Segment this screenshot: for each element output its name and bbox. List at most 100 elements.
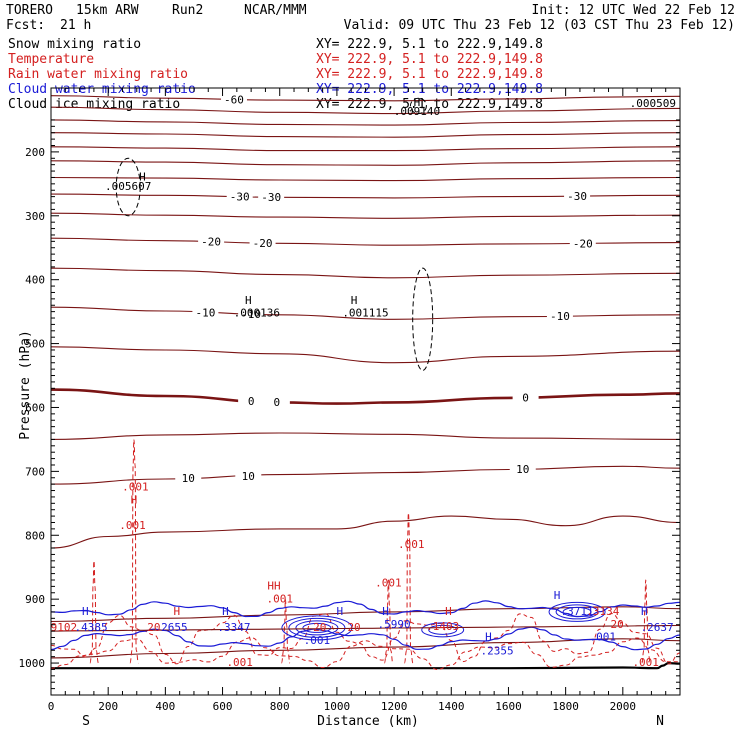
max-marker: H	[139, 171, 146, 184]
isotherm-label: -30	[261, 191, 281, 204]
isotherm-line	[50, 95, 681, 102]
isotherm-line	[50, 515, 681, 549]
legend-name-rain: Rain water mixing ratio	[8, 67, 188, 82]
y-tick-label: 700	[25, 465, 45, 478]
isotherm-line	[50, 237, 681, 246]
rain-contour	[50, 612, 681, 665]
legend-name-cloudwater: Cloud water mixing ratio	[8, 82, 196, 97]
cloud-water-label: .2355	[480, 645, 513, 658]
x-tick-label: 1600	[495, 700, 522, 713]
isotherm-label-bg	[238, 307, 265, 319]
cloud-water-contour	[555, 604, 599, 620]
cloud-water-label: .2637	[641, 621, 674, 634]
max-marker: H	[445, 605, 452, 618]
isotherm-label: 10	[516, 463, 529, 476]
max-marker: H	[382, 605, 389, 618]
isotherm-line	[50, 132, 681, 138]
x-tick-label: 800	[270, 700, 290, 713]
isotherm-line	[50, 624, 681, 632]
header-fcst-label: Fcst:	[6, 18, 45, 33]
max-marker: H	[641, 605, 648, 618]
isotherm-label: -20	[201, 236, 221, 249]
cloud-water-contour	[288, 617, 346, 638]
x-tick-label: 1200	[381, 700, 408, 713]
isotherm-label-bg	[220, 93, 247, 105]
cloud-ice-contour	[409, 97, 427, 115]
rain-contour	[641, 579, 651, 664]
max-marker: H	[222, 605, 229, 618]
legend-xy-snow: XY= 222.9, 5.1 to 222.9,149.8	[316, 37, 543, 52]
x-tick-label: 1800	[552, 700, 579, 713]
isotherm-label: 10	[182, 472, 195, 485]
max-marker: H	[351, 294, 358, 307]
max-marker: H	[173, 605, 180, 618]
cloud-water-label: .3711	[561, 605, 594, 618]
isotherm-label: -10	[550, 310, 570, 323]
cloud-ice-max-label: .000509	[630, 97, 676, 110]
rain-contour	[280, 598, 291, 664]
moisture-fields	[50, 97, 681, 671]
cloud-ice-max-label: .000136	[234, 307, 280, 320]
header-valid: Valid: 09 UTC Thu 23 Feb 12 (03 CST Thu …	[344, 18, 735, 33]
isotherm-line	[50, 119, 681, 126]
isotherm-line	[50, 106, 681, 115]
terrain-line	[51, 661, 681, 670]
y-tick-label: 900	[25, 593, 45, 606]
x-tick-label: 400	[155, 700, 175, 713]
legend: Snow mixing ratio XY= 222.9, 5.1 to 222.…	[8, 37, 543, 112]
cloud-water-contour	[562, 606, 592, 617]
cloud-water-label: .5990	[378, 618, 411, 631]
rain-contour	[50, 637, 680, 671]
rain-contour	[403, 512, 414, 664]
max-marker: H	[82, 605, 89, 618]
isotherm-label: -10	[241, 308, 261, 321]
isotherm-label-bg	[175, 472, 202, 484]
legend-name-temperature: Temperature	[8, 52, 94, 67]
legend-name-snow: Snow mixing ratio	[8, 37, 141, 52]
rain-contour	[129, 438, 139, 664]
rain-label: .001	[119, 519, 146, 532]
rain-label: .001	[632, 656, 659, 669]
endpoint-left: S	[82, 714, 90, 729]
isotherm-label-bg	[564, 190, 591, 202]
cloud-water-label: .3347	[217, 621, 250, 634]
low-level-label: 20	[313, 621, 326, 634]
isotherm-label-bg	[512, 391, 539, 403]
cloud-ice-contour	[115, 157, 141, 217]
y-tick-label: 300	[25, 210, 45, 223]
isotherm-label-bg	[258, 191, 285, 203]
isotherm-line	[50, 267, 681, 279]
y-tick-label: 400	[25, 274, 45, 287]
max-marker: H	[554, 589, 561, 602]
isotherm-label: -20	[253, 237, 273, 250]
isotherm-label: 0	[248, 395, 255, 408]
header-model: TORERO	[6, 3, 53, 18]
x-tick-label: 1000	[324, 700, 351, 713]
cloud-water-contour	[428, 624, 458, 635]
low-level-label: 9102	[51, 621, 78, 634]
cloud-water-contour	[421, 622, 465, 638]
isotherm-label-bg	[546, 310, 573, 322]
y-tick-label: 1000	[19, 657, 46, 670]
isotherm-line	[50, 160, 681, 166]
rain-label: .001	[375, 576, 402, 589]
low-level-label: 20	[610, 618, 623, 631]
x-tick-label: 1400	[438, 700, 465, 713]
legend-xy-temperature: XY= 222.9, 5.1 to 222.9,149.8	[316, 52, 543, 67]
isotherm-label: -60	[224, 93, 244, 106]
isotherm-label: 10	[242, 470, 255, 483]
x-tick-label: 200	[98, 700, 118, 713]
isotherm-line	[50, 176, 681, 182]
cloud-water-contour	[295, 620, 339, 636]
rain-label: .001	[122, 481, 149, 494]
header-resolution: 15km ARW	[76, 3, 139, 18]
endpoint-right: N	[656, 714, 664, 729]
isotherm-label-bg	[509, 463, 536, 475]
rain-label: .001	[398, 538, 425, 551]
y-tick-label: 200	[25, 146, 45, 159]
cloud-ice-contour	[412, 267, 434, 371]
isotherm-label: -10	[195, 306, 215, 319]
header-init: Init: 12 UTC Wed 22 Feb 12	[532, 3, 736, 18]
isotherm-label-bg	[226, 190, 253, 202]
